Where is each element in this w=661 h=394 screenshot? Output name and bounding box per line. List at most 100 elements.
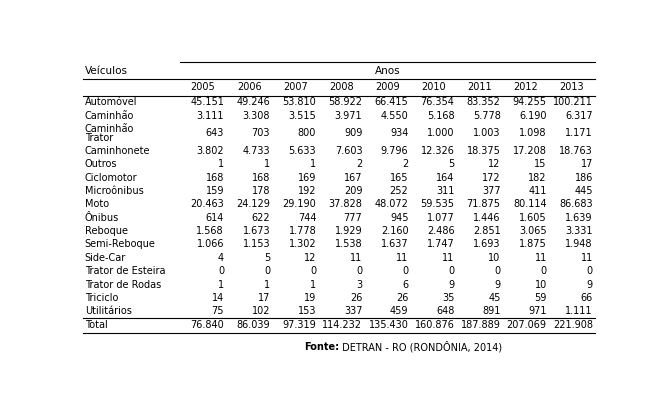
Text: 1.538: 1.538 xyxy=(334,240,362,249)
Text: 311: 311 xyxy=(436,186,455,196)
Text: 3.515: 3.515 xyxy=(288,111,316,121)
Text: 97.319: 97.319 xyxy=(282,320,316,331)
Text: 2013: 2013 xyxy=(559,82,584,93)
Text: 3.802: 3.802 xyxy=(196,146,224,156)
Text: 1: 1 xyxy=(264,279,270,290)
Text: 1.747: 1.747 xyxy=(427,240,455,249)
Text: 1.673: 1.673 xyxy=(243,226,270,236)
Text: 0: 0 xyxy=(541,266,547,276)
Text: 1: 1 xyxy=(310,279,316,290)
Text: 221.908: 221.908 xyxy=(553,320,593,331)
Text: 4: 4 xyxy=(218,253,224,263)
Text: 18.763: 18.763 xyxy=(559,146,593,156)
Text: 9: 9 xyxy=(494,279,500,290)
Text: 1.153: 1.153 xyxy=(243,240,270,249)
Text: Outros: Outros xyxy=(85,160,117,169)
Text: 2.851: 2.851 xyxy=(473,226,500,236)
Text: 11: 11 xyxy=(535,253,547,263)
Text: 459: 459 xyxy=(390,306,408,316)
Text: Trator de Rodas: Trator de Rodas xyxy=(85,279,161,290)
Text: 0: 0 xyxy=(356,266,362,276)
Text: 48.072: 48.072 xyxy=(375,199,408,210)
Text: 0: 0 xyxy=(587,266,593,276)
Text: 3.308: 3.308 xyxy=(243,111,270,121)
Text: 0: 0 xyxy=(448,266,455,276)
Text: Anos: Anos xyxy=(375,66,401,76)
Text: 1.111: 1.111 xyxy=(565,306,593,316)
Text: 12: 12 xyxy=(304,253,316,263)
Text: 9.796: 9.796 xyxy=(381,146,408,156)
Text: 5.778: 5.778 xyxy=(473,111,500,121)
Text: 5.633: 5.633 xyxy=(289,146,316,156)
Text: 58.922: 58.922 xyxy=(329,97,362,108)
Text: Triciclo: Triciclo xyxy=(85,293,118,303)
Text: 53.810: 53.810 xyxy=(282,97,316,108)
Text: 4.733: 4.733 xyxy=(243,146,270,156)
Text: 59.535: 59.535 xyxy=(420,199,455,210)
Text: 167: 167 xyxy=(344,173,362,183)
Text: 160.876: 160.876 xyxy=(414,320,455,331)
Text: 59: 59 xyxy=(534,293,547,303)
Text: Trator de Esteira: Trator de Esteira xyxy=(85,266,165,276)
Text: 800: 800 xyxy=(298,128,316,138)
Text: 703: 703 xyxy=(252,128,270,138)
Text: Caminhão: Caminhão xyxy=(85,111,134,121)
Text: 2.160: 2.160 xyxy=(381,226,408,236)
Text: 135.430: 135.430 xyxy=(369,320,408,331)
Text: Automóvel: Automóvel xyxy=(85,97,137,108)
Text: 1.098: 1.098 xyxy=(520,128,547,138)
Text: 17.208: 17.208 xyxy=(513,146,547,156)
Text: 11: 11 xyxy=(396,253,408,263)
Text: 66: 66 xyxy=(580,293,593,303)
Text: 76.354: 76.354 xyxy=(420,97,455,108)
Text: 102: 102 xyxy=(252,306,270,316)
Text: 2.486: 2.486 xyxy=(427,226,455,236)
Text: 1.693: 1.693 xyxy=(473,240,500,249)
Text: 891: 891 xyxy=(483,306,500,316)
Text: Ciclomotor: Ciclomotor xyxy=(85,173,137,183)
Text: 2: 2 xyxy=(402,160,408,169)
Text: 10: 10 xyxy=(488,253,500,263)
Text: 86.039: 86.039 xyxy=(237,320,270,331)
Text: 622: 622 xyxy=(251,213,270,223)
Text: 1.171: 1.171 xyxy=(565,128,593,138)
Text: 5.168: 5.168 xyxy=(427,111,455,121)
Text: 3.331: 3.331 xyxy=(565,226,593,236)
Text: 26: 26 xyxy=(396,293,408,303)
Text: 2012: 2012 xyxy=(514,82,538,93)
Text: 18.375: 18.375 xyxy=(467,146,500,156)
Text: 164: 164 xyxy=(436,173,455,183)
Text: 0: 0 xyxy=(494,266,500,276)
Text: 2007: 2007 xyxy=(283,82,307,93)
Text: Total: Total xyxy=(85,320,108,331)
Text: 114.232: 114.232 xyxy=(323,320,362,331)
Text: 5: 5 xyxy=(264,253,270,263)
Text: 337: 337 xyxy=(344,306,362,316)
Text: Side-Car: Side-Car xyxy=(85,253,126,263)
Text: 45: 45 xyxy=(488,293,500,303)
Text: 187.889: 187.889 xyxy=(461,320,500,331)
Text: 165: 165 xyxy=(390,173,408,183)
Text: 1.000: 1.000 xyxy=(427,128,455,138)
Text: 744: 744 xyxy=(297,213,316,223)
Text: 614: 614 xyxy=(206,213,224,223)
Text: 1: 1 xyxy=(264,160,270,169)
Text: 1: 1 xyxy=(310,160,316,169)
Text: 153: 153 xyxy=(297,306,316,316)
Text: 2010: 2010 xyxy=(421,82,446,93)
Text: 0: 0 xyxy=(310,266,316,276)
Text: 3: 3 xyxy=(356,279,362,290)
Text: 4.550: 4.550 xyxy=(381,111,408,121)
Text: 83.352: 83.352 xyxy=(467,97,500,108)
Text: 1.948: 1.948 xyxy=(565,240,593,249)
Text: 777: 777 xyxy=(344,213,362,223)
Text: 80.114: 80.114 xyxy=(513,199,547,210)
Text: 66.415: 66.415 xyxy=(375,97,408,108)
Text: 2: 2 xyxy=(356,160,362,169)
Text: 17: 17 xyxy=(258,293,270,303)
Text: 2009: 2009 xyxy=(375,82,400,93)
Text: Caminhão: Caminhão xyxy=(85,124,134,134)
Text: 0: 0 xyxy=(403,266,408,276)
Text: 1.875: 1.875 xyxy=(519,240,547,249)
Text: 192: 192 xyxy=(297,186,316,196)
